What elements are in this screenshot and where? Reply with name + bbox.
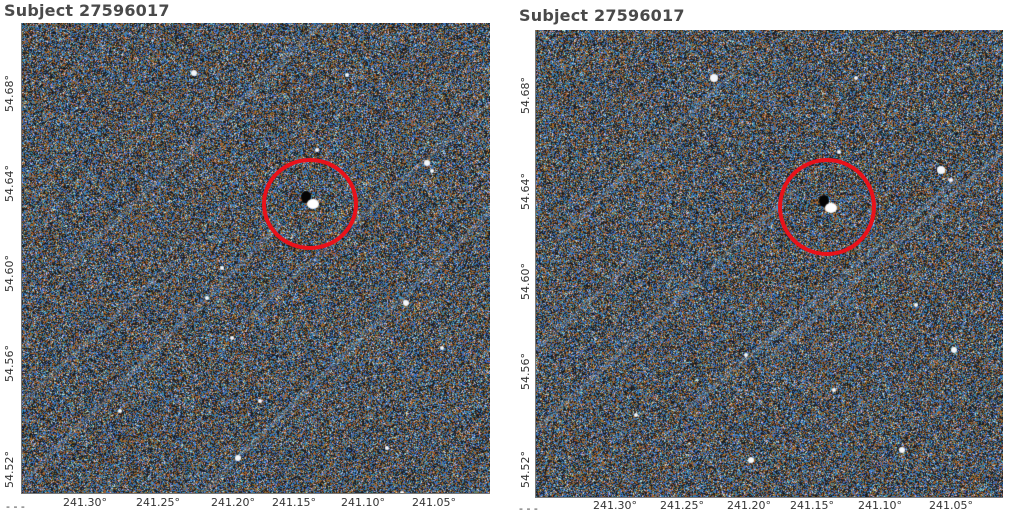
y-tick-label: 54.60° xyxy=(3,255,16,292)
x-tick-label: 241.10° xyxy=(341,496,385,509)
y-tick-label: 54.64° xyxy=(519,173,532,210)
x-tick-prefix: - - - xyxy=(6,500,25,513)
y-tick-label: 54.68° xyxy=(3,75,16,112)
subject-title: Subject 27596017 xyxy=(4,1,170,20)
y-tick-label: 54.68° xyxy=(519,77,532,114)
y-tick-label: 54.56° xyxy=(519,353,532,390)
sky-image[interactable] xyxy=(21,23,490,494)
x-tick-label: 241.30° xyxy=(593,499,637,512)
y-tick-label: 54.64° xyxy=(3,165,16,202)
x-tick-label: 241.10° xyxy=(858,499,902,512)
x-tick-label: 241.20° xyxy=(211,496,255,509)
subject-title: Subject 27596017 xyxy=(519,6,685,25)
x-tick-prefix: - - - xyxy=(519,502,538,515)
x-tick-label: 241.15° xyxy=(272,496,316,509)
x-tick-label: 241.15° xyxy=(790,499,834,512)
sky-image-canvas xyxy=(536,30,1003,497)
y-tick-label: 54.52° xyxy=(519,451,532,488)
subject-panel-right: Subject 27596017 54.68° 54.64° 54.60° 54… xyxy=(515,0,1020,517)
x-tick-label: 241.05° xyxy=(412,496,456,509)
sky-image[interactable] xyxy=(535,30,1003,498)
y-tick-label: 54.60° xyxy=(519,263,532,300)
x-tick-label: 241.05° xyxy=(929,499,973,512)
y-tick-label: 54.52° xyxy=(3,451,16,488)
y-tick-label: 54.56° xyxy=(3,345,16,382)
x-tick-label: 241.30° xyxy=(63,496,107,509)
x-tick-label: 241.25° xyxy=(136,496,180,509)
subject-panel-left: Subject 27596017 54.68° 54.64° 54.60° 54… xyxy=(0,0,500,517)
sky-image-canvas xyxy=(22,23,490,493)
x-tick-label: 241.20° xyxy=(727,499,771,512)
x-tick-label: 241.25° xyxy=(660,499,704,512)
